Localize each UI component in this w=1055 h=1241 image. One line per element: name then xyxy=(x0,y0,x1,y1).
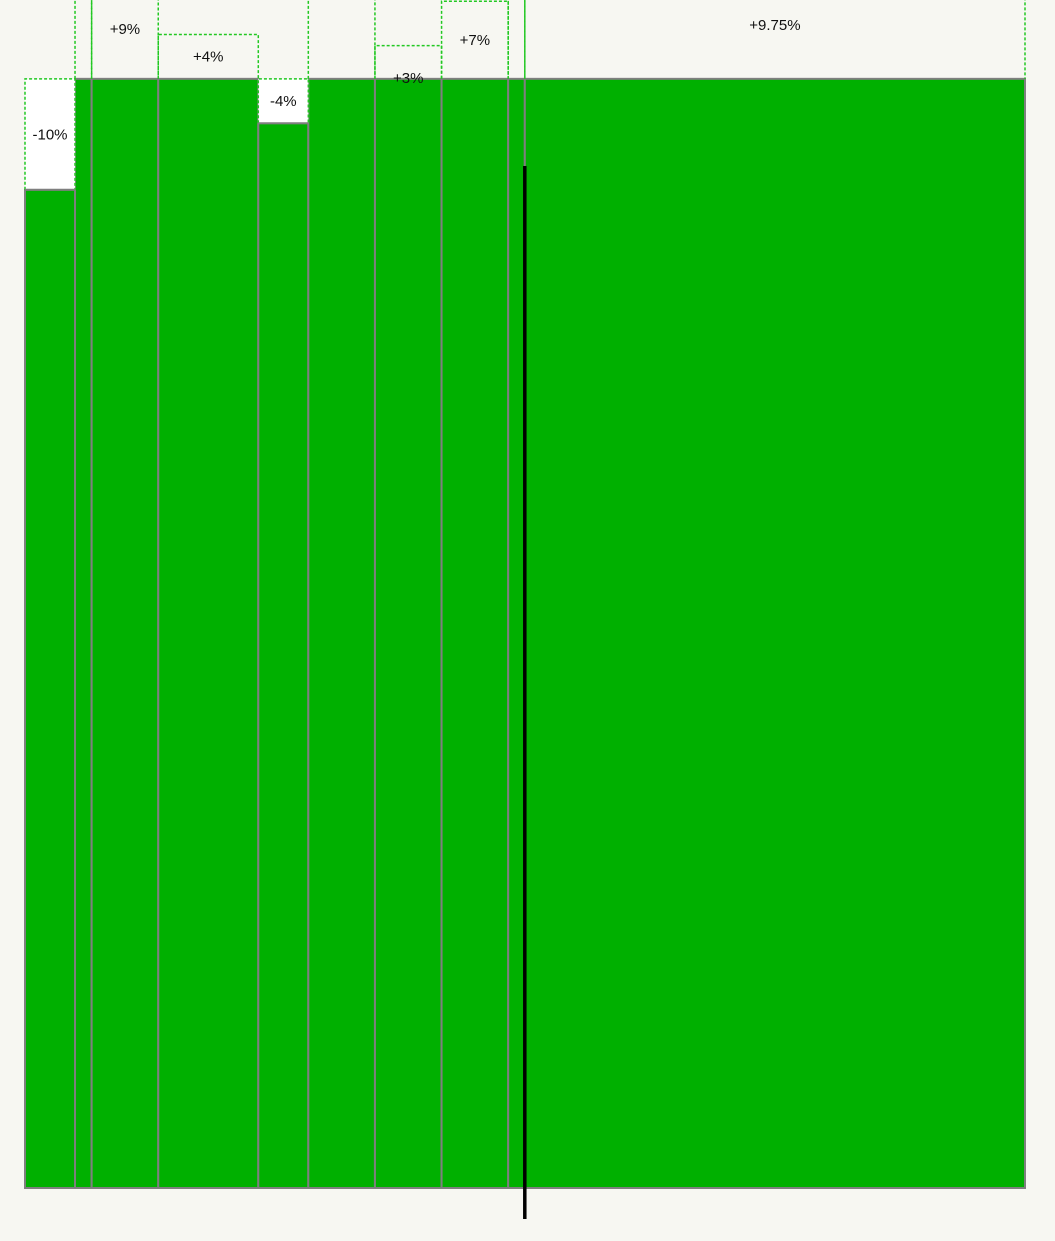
segment-bar xyxy=(440,77,510,1189)
decline-gap xyxy=(258,78,309,124)
change-outline xyxy=(157,33,260,79)
change-outline xyxy=(24,78,76,190)
segment-bar xyxy=(507,77,526,1189)
change-outline xyxy=(74,0,93,79)
segment-bar xyxy=(373,77,443,1189)
segment-bar xyxy=(157,77,260,1189)
chart-bars xyxy=(24,77,1026,1189)
change-outline xyxy=(307,0,376,79)
segment-bar xyxy=(307,77,376,1189)
change-outline xyxy=(524,0,1026,79)
segment-change-label: +7% xyxy=(460,32,490,49)
chart-labels: -10%+18%+9%+4%-4%+32%+3%+7%+20%+9.75% xyxy=(32,17,800,144)
segment-change-label: +9.75% xyxy=(749,17,800,34)
segment-bar xyxy=(74,77,93,1189)
change-outline xyxy=(257,78,310,124)
decline-gap xyxy=(25,78,76,190)
segment-change-label: +9% xyxy=(110,21,140,38)
segment-bar xyxy=(24,188,77,1189)
segment-bar xyxy=(257,122,310,1189)
change-outline xyxy=(507,0,526,79)
chart-change-outlines xyxy=(24,0,1026,191)
change-outline xyxy=(90,0,160,79)
segment-change-label: -4% xyxy=(270,93,297,110)
segment-change-label: +4% xyxy=(193,49,223,66)
segment-change-label: +3% xyxy=(393,70,423,87)
segment-bar xyxy=(523,77,1026,1189)
segment-bar xyxy=(90,77,160,1189)
change-outline xyxy=(440,0,509,79)
segment-change-label: -10% xyxy=(32,126,67,143)
